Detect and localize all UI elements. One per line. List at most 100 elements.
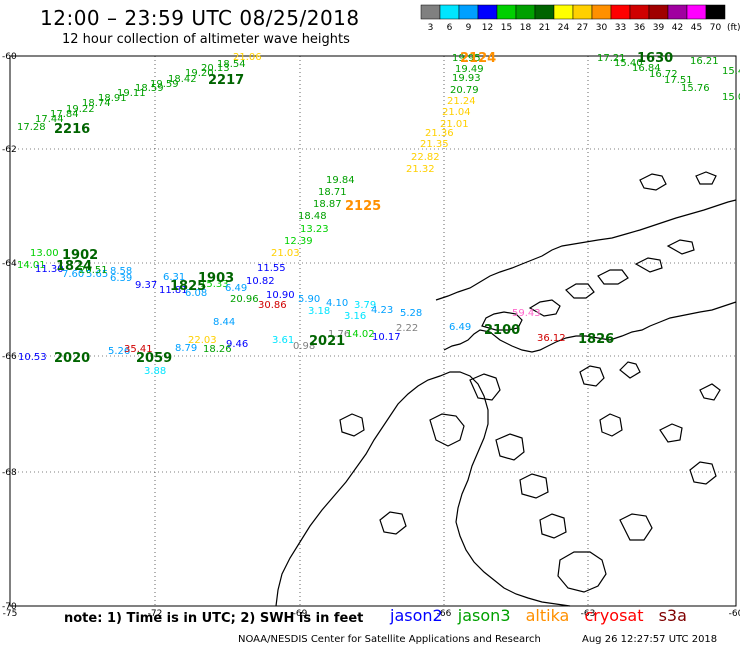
wave-height-value: 2.22 bbox=[396, 323, 418, 334]
wave-height-value: 17.21 bbox=[597, 53, 626, 64]
wave-height-value: 17.28 bbox=[17, 122, 46, 133]
wave-height-value: 19.95 bbox=[452, 53, 481, 64]
map-subtitle: 12 hour collection of altimeter wave hei… bbox=[62, 32, 350, 47]
legend-label: 3 bbox=[428, 23, 434, 33]
legend-label: 6 bbox=[447, 23, 453, 33]
wave-height-value: 21.32 bbox=[406, 164, 435, 175]
legend-label: 27 bbox=[577, 23, 588, 33]
legend-swatch bbox=[515, 4, 536, 20]
wave-height-value: 15.33 bbox=[200, 279, 229, 290]
legend-unit: (ft) bbox=[727, 23, 740, 33]
coastline bbox=[275, 171, 737, 607]
wave-height-value: 21.24 bbox=[447, 96, 476, 107]
wave-height-value: 11.30 bbox=[35, 264, 64, 275]
pass-time: 2216 bbox=[54, 122, 90, 137]
wave-height-value: 6.49 bbox=[449, 322, 471, 333]
wave-height-value: 7.60 bbox=[62, 269, 84, 280]
wave-height-value: 22.82 bbox=[411, 152, 440, 163]
wave-height-value: 8.79 bbox=[175, 343, 197, 354]
wave-height-value: 8.58 bbox=[110, 266, 132, 277]
wave-height-value: 9.37 bbox=[135, 280, 157, 291]
wave-height-value: 10.90 bbox=[266, 290, 295, 301]
lon-label: -60 bbox=[729, 609, 740, 619]
wave-height-value: 10.53 bbox=[18, 352, 47, 363]
wave-height-value: 21.04 bbox=[442, 107, 471, 118]
credit-line: NOAA/NESDIS Center for Satellite Applica… bbox=[238, 634, 541, 645]
wave-height-value: 6.31 bbox=[163, 272, 185, 283]
satellite-key: jason2 jason3 altika cryosat s3a bbox=[390, 606, 697, 625]
lon-label: -63 bbox=[581, 609, 596, 619]
wave-height-value: 19.59 bbox=[150, 79, 179, 90]
wave-height-value: 5.90 bbox=[298, 294, 320, 305]
lat-lon-grid bbox=[10, 56, 736, 606]
pass-time: 2125 bbox=[345, 199, 381, 214]
pass-time: 1902 bbox=[62, 248, 98, 263]
wave-height-value: 5.26 bbox=[108, 346, 130, 357]
legend-swatch bbox=[534, 4, 555, 20]
wave-height-value: 6.49 bbox=[225, 283, 247, 294]
legend-label: 24 bbox=[558, 23, 570, 33]
legend-swatch bbox=[553, 4, 574, 20]
wave-height-value: 4.23 bbox=[371, 305, 393, 316]
wave-height-value: 6.08 bbox=[185, 288, 207, 299]
wave-height-value: 36.12 bbox=[537, 333, 566, 344]
wave-height-value: 19.20 bbox=[185, 68, 214, 79]
legend-label: 30 bbox=[596, 23, 608, 33]
wave-height-value: 14.02 bbox=[346, 329, 375, 340]
wave-height-value: 13.00 bbox=[30, 248, 59, 259]
wave-height-value: 21.36 bbox=[425, 128, 454, 139]
wave-height-value: 19.93 bbox=[452, 73, 481, 84]
wave-height-value: 18.42 bbox=[168, 74, 197, 85]
wave-height-value: 16.72 bbox=[649, 69, 678, 80]
wave-height-value: 15.40 bbox=[614, 58, 643, 69]
legend-label: 45 bbox=[691, 23, 702, 33]
wave-height-value: 15.4 bbox=[722, 66, 740, 77]
legend-swatch bbox=[705, 4, 726, 20]
wave-height-value: 21.03 bbox=[271, 248, 300, 259]
wave-height-value: 17.84 bbox=[50, 109, 79, 120]
wave-height-value: 18.59 bbox=[135, 83, 164, 94]
lon-label: -75 bbox=[3, 609, 18, 619]
lat-label: -60 bbox=[2, 52, 17, 62]
wave-height-value: 15.76 bbox=[681, 83, 710, 94]
map-title: 12:00 – 23:59 UTC 08/25/2018 bbox=[40, 6, 360, 30]
footnote: note: 1) Time is in UTC; 2) SWH is in fe… bbox=[64, 611, 364, 626]
wave-height-value: 15.01 bbox=[722, 92, 740, 103]
legend-label: 42 bbox=[672, 23, 683, 33]
legend-swatch bbox=[629, 4, 650, 20]
legend-label: 70 bbox=[710, 23, 722, 33]
pass-time: 1903 bbox=[198, 271, 234, 286]
pass-time: 2217 bbox=[208, 73, 244, 88]
axis-labels: -60 -62 -64 -66 -68 -70-75 -72 -69 -66 -63 -60 bbox=[2, 52, 740, 619]
legend-swatch bbox=[667, 4, 688, 20]
wave-height-value: 3.16 bbox=[344, 311, 366, 322]
wave-height-value: 12.39 bbox=[284, 236, 313, 247]
wave-height-value: 5.65 bbox=[86, 269, 108, 280]
pass-time: 1824 bbox=[56, 259, 92, 274]
plot-frame bbox=[9, 55, 737, 607]
generated-timestamp: Aug 26 12:27:57 UTC 2018 bbox=[582, 634, 718, 645]
wave-height-value: 19.22 bbox=[66, 104, 95, 115]
legend-swatch bbox=[496, 4, 517, 20]
wave-height-value: 0.98 bbox=[293, 341, 315, 352]
pass-time: 1630 bbox=[637, 51, 673, 66]
wave-height-value: 18.91 bbox=[98, 93, 127, 104]
wave-height-value: 11.55 bbox=[257, 263, 286, 274]
wave-height-value: 10.82 bbox=[246, 276, 275, 287]
satellite-altika: altika bbox=[525, 606, 570, 625]
legend-label: 33 bbox=[615, 23, 626, 33]
legend-label: 36 bbox=[634, 23, 646, 33]
lon-label: -69 bbox=[293, 609, 308, 619]
wave-height-value: 21.35 bbox=[420, 139, 449, 150]
legend-swatch bbox=[610, 4, 631, 20]
wave-height-value: 6.39 bbox=[110, 273, 132, 284]
legend-swatch bbox=[477, 4, 498, 20]
wave-height-value: 19.84 bbox=[326, 175, 355, 186]
lat-label: -68 bbox=[2, 468, 17, 478]
wave-height-value: 9.46 bbox=[226, 339, 248, 350]
legend-swatch bbox=[439, 4, 460, 20]
wave-height-value: 16.21 bbox=[690, 56, 719, 67]
wave-height-value: 11.81 bbox=[159, 285, 188, 296]
lat-label: -70 bbox=[2, 602, 17, 612]
